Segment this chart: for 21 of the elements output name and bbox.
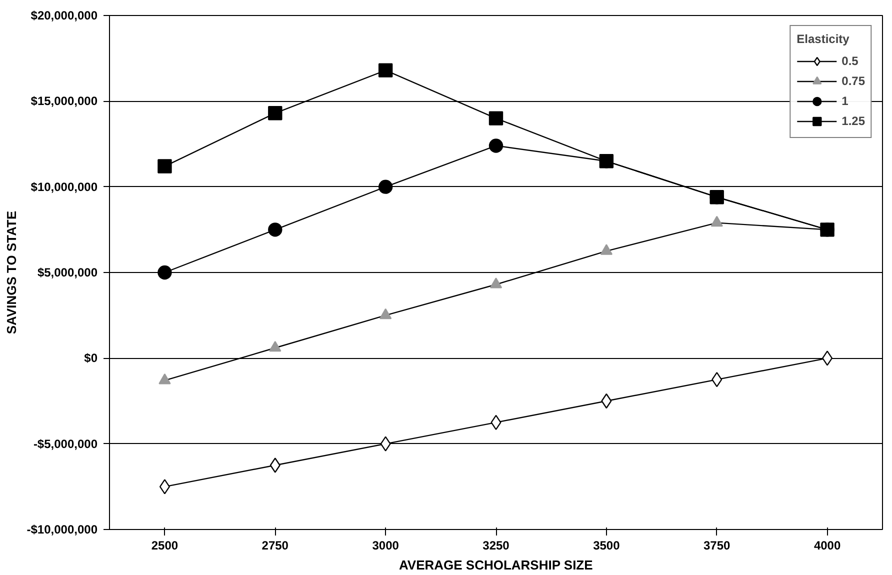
x-tick-label: 3750 (704, 538, 731, 552)
x-tick-label: 3250 (482, 538, 510, 552)
y-tick-label: $15,000,000 (30, 94, 98, 108)
x-tick-label: 3000 (372, 538, 400, 552)
x-tick-label: 2750 (262, 538, 289, 552)
legend-label: 0.75 (842, 74, 865, 88)
y-tick-label: $10,000,000 (30, 180, 98, 194)
x-tick-label: 2500 (151, 538, 178, 552)
legend-label: 1 (842, 94, 850, 108)
y-tick-label: -$5,000,000 (33, 436, 98, 451)
legend-label: 0.5 (842, 54, 860, 68)
y-tick-label: $5,000,000 (37, 266, 98, 280)
y-tick-label: -$10,000,000 (26, 522, 98, 536)
y-axis-title: SAVINGS TO STATE (4, 210, 19, 334)
legend-title: Elasticity (796, 32, 850, 46)
x-tick-label: 4000 (814, 538, 841, 552)
y-tick-label: $20,000,000 (30, 8, 98, 22)
y-tick-label: $0 (84, 351, 98, 366)
legend-label: 1.25 (842, 114, 865, 128)
x-axis-title: AVERAGE SCHOLARSHIP SIZE (398, 558, 594, 572)
x-tick-label: 3500 (593, 538, 620, 552)
